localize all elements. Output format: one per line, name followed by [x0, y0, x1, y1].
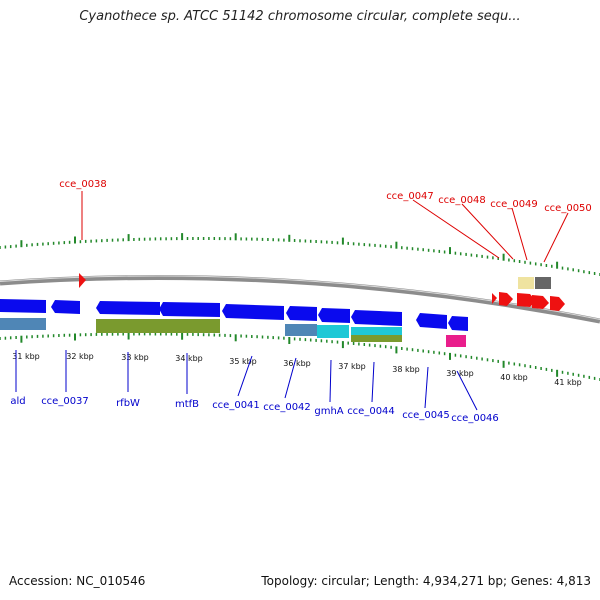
gene-label-cce-0045[interactable]: cce_0045 — [402, 410, 450, 421]
gene-arrow-cce-0049[interactable] — [532, 295, 549, 309]
scale-label: 36 kbp — [283, 359, 311, 368]
scale-labels: 31 kbp 32 kbp 33 kbp 34 kbp 35 kbp 36 kb… — [12, 352, 582, 387]
reverse-strand-genes — [0, 299, 468, 331]
gene-arrow-cce-0037[interactable] — [51, 300, 80, 314]
gene-arrow-cce-0046[interactable] — [448, 316, 468, 331]
gene-arrow-gmhA[interactable] — [318, 308, 350, 323]
gene-arrow-rfbW[interactable] — [96, 301, 160, 315]
band-cyan — [317, 325, 349, 338]
gene-label-cce-0050[interactable]: cce_0050 — [544, 203, 592, 214]
band-cyan — [351, 327, 402, 335]
gene-label-cce-0049[interactable]: cce_0049 — [490, 199, 538, 210]
page-title: Cyanothece sp. ATCC 51142 chromosome cir… — [79, 9, 521, 24]
band-steelblue — [285, 324, 317, 336]
forward-gene-labels: cce_0038 cce_0047 cce_0048 cce_0049 cce_… — [59, 179, 592, 214]
gene-label-cce-0042[interactable]: cce_0042 — [263, 402, 311, 413]
scale-label: 35 kbp — [229, 357, 257, 366]
chromosome-backbone-highlight — [0, 275, 600, 320]
forward-strand-genes — [79, 273, 565, 311]
inner-tick-ring — [0, 332, 600, 381]
scale-label: 37 kbp — [338, 362, 366, 371]
gene-arrow-mtfB[interactable] — [159, 302, 220, 317]
scale-label: 40 kbp — [500, 373, 528, 382]
gene-arrow-cce-0042[interactable] — [286, 306, 317, 321]
band-magenta — [446, 335, 466, 347]
gene-arrow-cce-0044[interactable] — [351, 310, 402, 326]
band-olive — [96, 319, 220, 333]
scale-label: 34 kbp — [175, 354, 203, 363]
gene-label-ald[interactable]: ald — [10, 396, 25, 407]
gene-arrow-cce-0048[interactable] — [517, 293, 536, 307]
gene-arrow-cce-0045[interactable] — [416, 313, 447, 329]
gene-arrow-cce-0047[interactable] — [499, 292, 513, 306]
reverse-gene-labels: ald cce_0037 rfbW mtfB cce_0041 cce_0042… — [10, 396, 498, 424]
gene-label-cce-0044[interactable]: cce_0044 — [347, 406, 395, 417]
gene-label-cce-0041[interactable]: cce_0041 — [212, 400, 260, 411]
gene-arrow-cce-0041[interactable] — [222, 304, 284, 320]
forward-gene-leaders — [81, 191, 569, 263]
band-khaki — [518, 277, 534, 289]
gene-label-cce-0048[interactable]: cce_0048 — [438, 195, 486, 206]
gene-label-rfbW[interactable]: rfbW — [116, 398, 140, 409]
domain-bands — [0, 277, 551, 347]
gene-arrow-cce-0038[interactable] — [79, 273, 86, 288]
scale-label: 33 kbp — [121, 353, 149, 362]
scale-label: 41 kbp — [554, 378, 582, 387]
gene-label-cce-0046[interactable]: cce_0046 — [451, 413, 499, 424]
scale-label: 38 kbp — [392, 365, 420, 374]
accession-text: Accession: NC_010546 — [9, 574, 146, 588]
scale-label: 32 kbp — [66, 352, 94, 361]
scale-label: 31 kbp — [12, 352, 40, 361]
reverse-gene-leaders — [15, 350, 478, 411]
scale-label: 39 kbp — [446, 369, 474, 378]
gene-arrow-cce-0047-part[interactable] — [492, 293, 497, 304]
band-steelblue — [0, 318, 46, 330]
gene-arrow-ald[interactable] — [0, 299, 46, 313]
gene-label-gmhA[interactable]: gmhA — [314, 406, 343, 417]
band-gray — [535, 277, 551, 289]
gene-label-cce-0038[interactable]: cce_0038 — [59, 179, 107, 190]
gene-label-cce-0047[interactable]: cce_0047 — [386, 191, 434, 202]
band-olive — [351, 335, 402, 342]
gene-label-mtfB[interactable]: mtfB — [175, 399, 199, 410]
genome-summary-text: Topology: circular; Length: 4,934,271 bp… — [261, 574, 591, 588]
gene-arrow-cce-0050[interactable] — [550, 296, 565, 311]
outer-tick-ring — [0, 233, 600, 276]
gene-label-cce-0037[interactable]: cce_0037 — [41, 396, 89, 407]
